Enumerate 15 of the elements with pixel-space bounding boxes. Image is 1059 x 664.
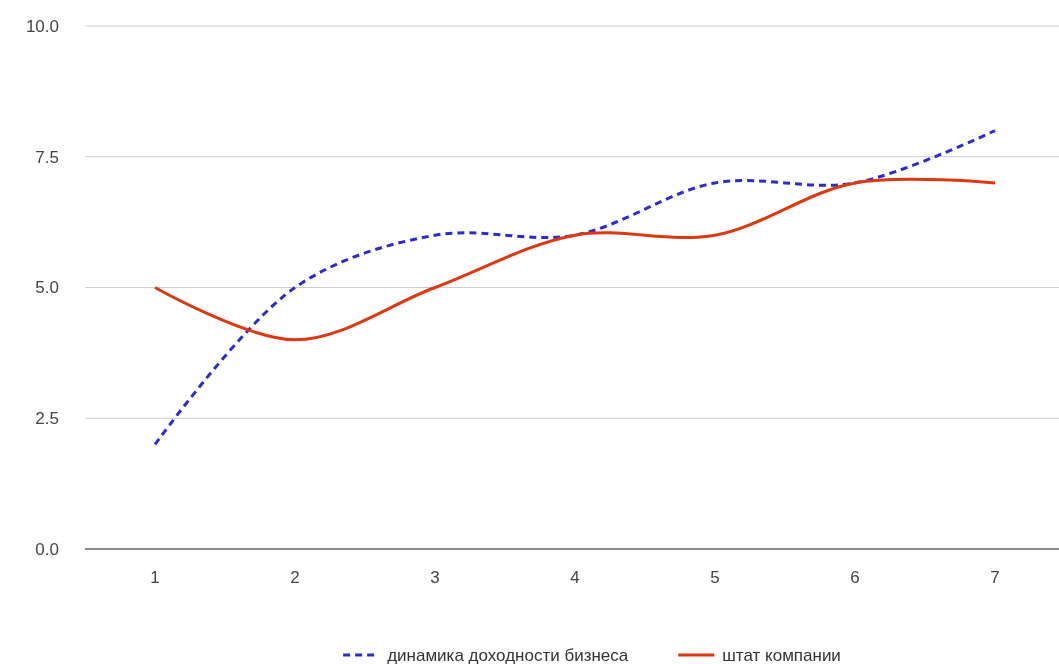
x-tick-label: 6 <box>850 568 860 588</box>
y-tick-label: 0.0 <box>35 539 59 559</box>
legend-label: штат компании <box>722 646 841 664</box>
x-tick-label: 1 <box>150 568 160 588</box>
x-tick-label: 3 <box>430 568 440 588</box>
y-tick-label: 10.0 <box>25 16 59 36</box>
y-tick-label: 2.5 <box>35 409 59 429</box>
legend-label: динамика доходности бизнеса <box>387 646 629 664</box>
y-tick-label: 5.0 <box>35 278 59 298</box>
x-tick-label: 2 <box>290 568 300 588</box>
x-tick-label: 7 <box>990 568 1000 588</box>
line-series <box>153 129 997 446</box>
x-tick-label: 4 <box>570 568 580 588</box>
x-tick-label: 5 <box>710 568 720 588</box>
y-tick-label: 7.5 <box>35 147 59 167</box>
